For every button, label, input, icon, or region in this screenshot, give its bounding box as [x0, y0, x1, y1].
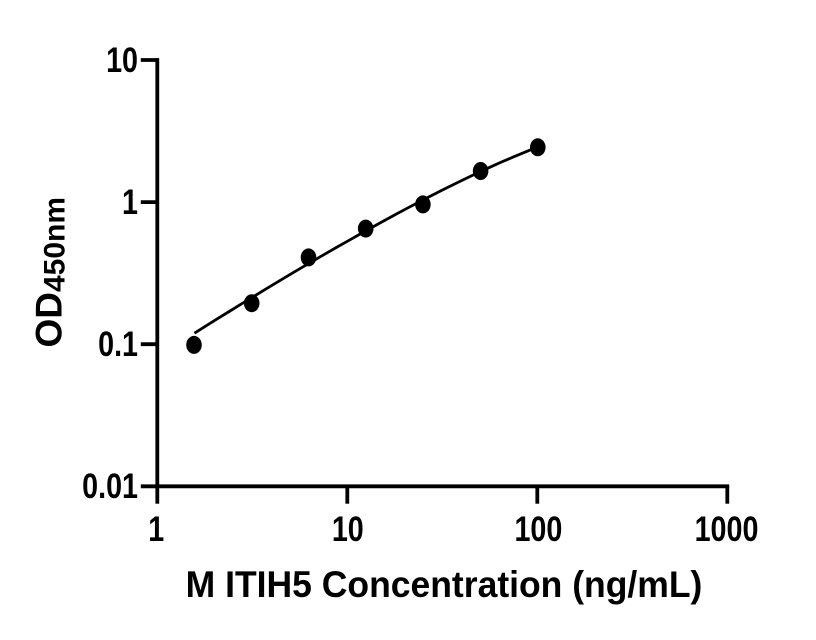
svg-text:1000: 1000	[695, 509, 759, 548]
svg-text:1: 1	[148, 509, 164, 548]
svg-text:OD450nm: OD450nm	[29, 197, 72, 348]
svg-text:0.1: 0.1	[98, 324, 138, 363]
svg-text:1: 1	[122, 182, 138, 221]
svg-text:10: 10	[106, 40, 138, 79]
svg-text:100: 100	[514, 509, 562, 548]
svg-text:M ITIH5 Concentration (ng/mL): M ITIH5 Concentration (ng/mL)	[186, 563, 703, 605]
svg-text:0.01: 0.01	[82, 466, 138, 505]
svg-text:10: 10	[332, 509, 364, 548]
